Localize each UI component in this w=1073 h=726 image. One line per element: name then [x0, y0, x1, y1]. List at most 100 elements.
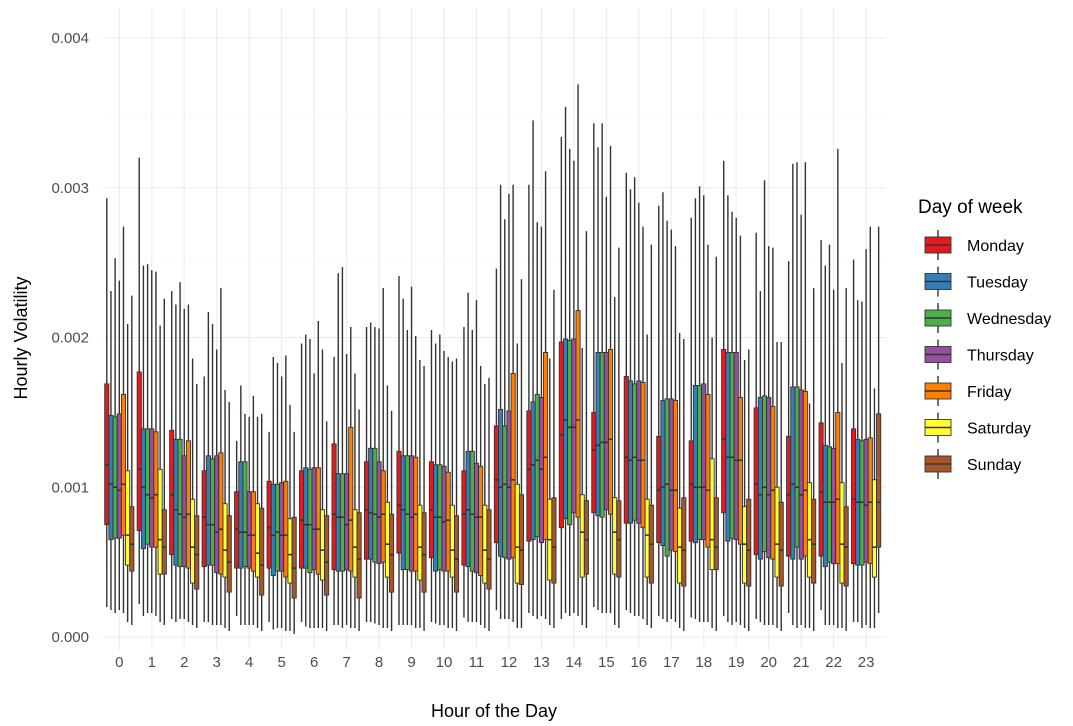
box-saturday-0: [126, 324, 130, 622]
box-iqr: [275, 484, 279, 571]
box-thursday-15: [604, 197, 608, 613]
box-friday-6: [316, 321, 320, 628]
x-tick-label: 20: [760, 654, 777, 671]
box-iqr: [633, 384, 637, 520]
box-saturday-21: [807, 403, 811, 628]
box-wednesday-18: [697, 186, 701, 622]
x-tick-label: 10: [436, 654, 453, 671]
box-friday-3: [219, 288, 223, 625]
box-iqr: [182, 456, 186, 567]
box-iqr: [645, 499, 649, 577]
y-tick-label: 0.002: [51, 330, 89, 347]
legend-key-tuesday: [925, 267, 951, 297]
legend-title: Day of week: [918, 197, 1023, 218]
x-tick-label: 1: [148, 654, 156, 671]
box-tuesday-17: [661, 192, 665, 619]
box-iqr: [791, 387, 795, 559]
box-iqr: [349, 427, 353, 571]
legend-label-monday: Monday: [967, 238, 1024, 255]
box-iqr: [389, 514, 393, 592]
box-iqr: [507, 411, 511, 559]
box-iqr: [762, 396, 766, 552]
box-sunday-15: [617, 248, 621, 628]
y-tick-label: 0.000: [51, 629, 89, 646]
box-iqr: [255, 504, 259, 577]
box-sunday-10: [454, 358, 458, 631]
box-iqr: [353, 510, 357, 577]
box-saturday-8: [385, 385, 389, 628]
box-iqr: [450, 505, 454, 577]
box-thursday-8: [377, 329, 381, 626]
box-saturday-22: [840, 363, 844, 628]
box-iqr: [304, 468, 308, 568]
box-wednesday-6: [308, 339, 312, 628]
box-iqr: [503, 426, 507, 558]
box-saturday-4: [255, 417, 259, 628]
box-iqr: [105, 384, 109, 525]
box-sunday-13: [552, 290, 556, 628]
box-iqr: [812, 499, 816, 583]
box-iqr: [271, 484, 275, 575]
box-iqr: [113, 417, 117, 538]
box-wednesday-8: [373, 327, 377, 624]
box-saturday-18: [710, 338, 714, 629]
x-tick-label: 18: [695, 654, 712, 671]
box-sunday-0: [130, 296, 134, 625]
box-monday-10: [429, 330, 433, 622]
box-thursday-7: [345, 354, 349, 625]
box-wednesday-21: [795, 162, 799, 628]
box-iqr: [178, 439, 182, 566]
box-tuesday-11: [466, 293, 470, 622]
box-friday-0: [121, 227, 125, 613]
box-friday-17: [673, 246, 677, 622]
box-iqr: [608, 349, 612, 514]
x-tick-label: 16: [630, 654, 647, 671]
box-iqr: [877, 414, 881, 547]
box-monday-3: [202, 376, 206, 622]
box-monday-9: [397, 276, 401, 625]
box-iqr: [280, 483, 284, 571]
box-iqr: [442, 466, 446, 571]
y-axis-tick-labels: 0.000 0.001 0.002 0.003 0.004: [51, 30, 89, 646]
box-saturday-23: [872, 388, 876, 628]
box-saturday-12: [515, 343, 519, 628]
box-wednesday-13: [535, 222, 539, 619]
box-friday-12: [511, 185, 515, 622]
box-iqr: [689, 441, 693, 541]
box-iqr: [446, 472, 450, 571]
box-iqr: [738, 397, 742, 544]
box-friday-18: [706, 245, 710, 622]
box-thursday-16: [637, 203, 641, 616]
box-iqr: [405, 456, 409, 570]
box-tuesday-19: [726, 195, 730, 622]
box-iqr: [223, 504, 227, 577]
box-iqr: [162, 510, 166, 574]
box-sunday-21: [812, 288, 816, 631]
box-tuesday-4: [239, 385, 243, 625]
x-tick-label: 15: [598, 654, 615, 671]
box-iqr: [284, 481, 288, 577]
box-thursday-13: [539, 227, 543, 616]
y-tick-label: 0.001: [51, 479, 89, 496]
box-iqr: [669, 399, 673, 550]
x-tick-label: 14: [566, 654, 583, 671]
box-iqr: [499, 409, 503, 556]
box-friday-5: [284, 355, 288, 631]
box-iqr: [543, 352, 547, 539]
box-iqr: [613, 498, 617, 574]
x-tick-label: 22: [825, 654, 842, 671]
box-saturday-1: [158, 326, 162, 623]
box-thursday-14: [572, 161, 576, 613]
box-sunday-7: [357, 409, 361, 631]
box-sunday-14: [584, 231, 588, 628]
box-friday-2: [186, 305, 190, 622]
box-wednesday-10: [438, 335, 442, 626]
box-wednesday-14: [568, 149, 572, 616]
box-thursday-2: [182, 309, 186, 619]
box-sunday-3: [227, 402, 231, 631]
box-friday-7: [349, 327, 353, 628]
box-iqr: [170, 430, 174, 554]
box-wednesday-20: [762, 180, 766, 625]
box-tuesday-9: [401, 299, 405, 625]
box-thursday-17: [669, 230, 673, 619]
